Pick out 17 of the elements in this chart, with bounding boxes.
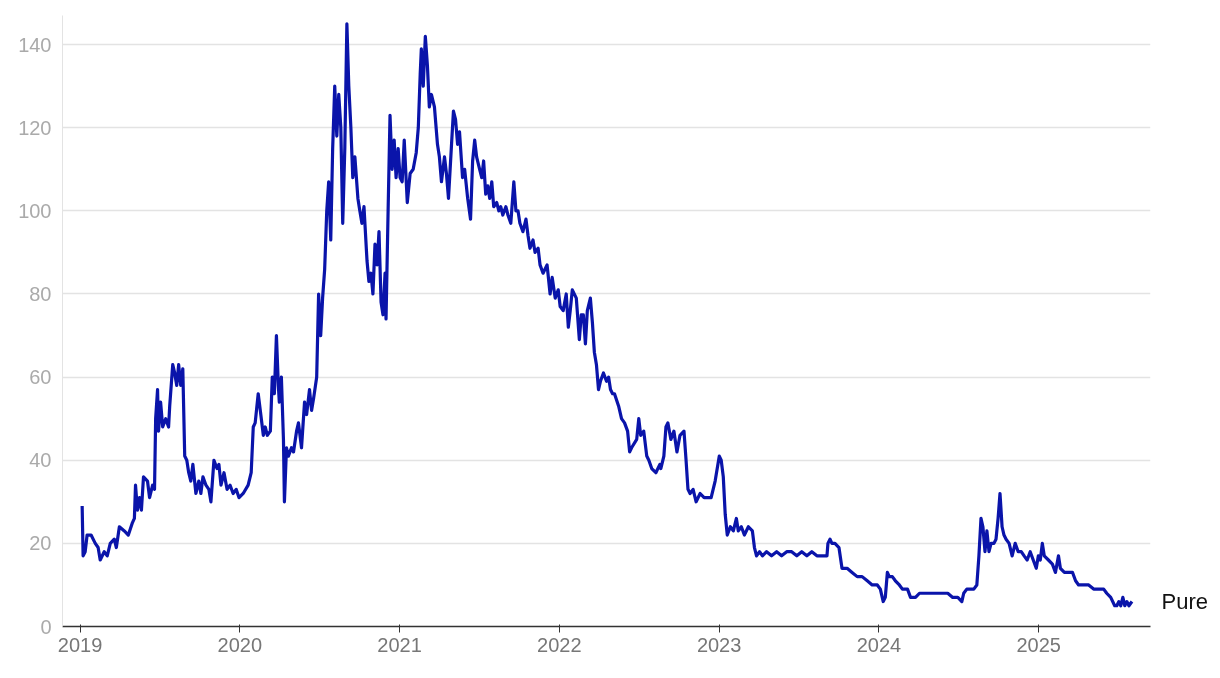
x-tick-label: 2025 (1016, 633, 1061, 656)
x-tick-label: 2023 (696, 633, 742, 656)
x-tick-label: 2021 (377, 633, 422, 656)
line-series (80, 22, 1134, 608)
y-tick-label: 80 (29, 282, 52, 305)
y-tick-label: 140 (18, 33, 52, 56)
series-label: Pure (1161, 589, 1208, 615)
y-tick-label: 40 (29, 449, 52, 472)
y-tick-label: 120 (18, 116, 52, 139)
y-tick-label: 0 (40, 615, 52, 638)
x-tick-label: 2019 (57, 633, 103, 656)
x-tick-label: 2022 (537, 633, 582, 656)
y-tick-label: 100 (18, 199, 52, 222)
y-tick-label: 60 (29, 366, 52, 389)
x-tick-label: 2024 (856, 633, 902, 656)
x-tick-label: 2020 (217, 633, 263, 656)
y-tick-label: 20 (29, 532, 52, 555)
